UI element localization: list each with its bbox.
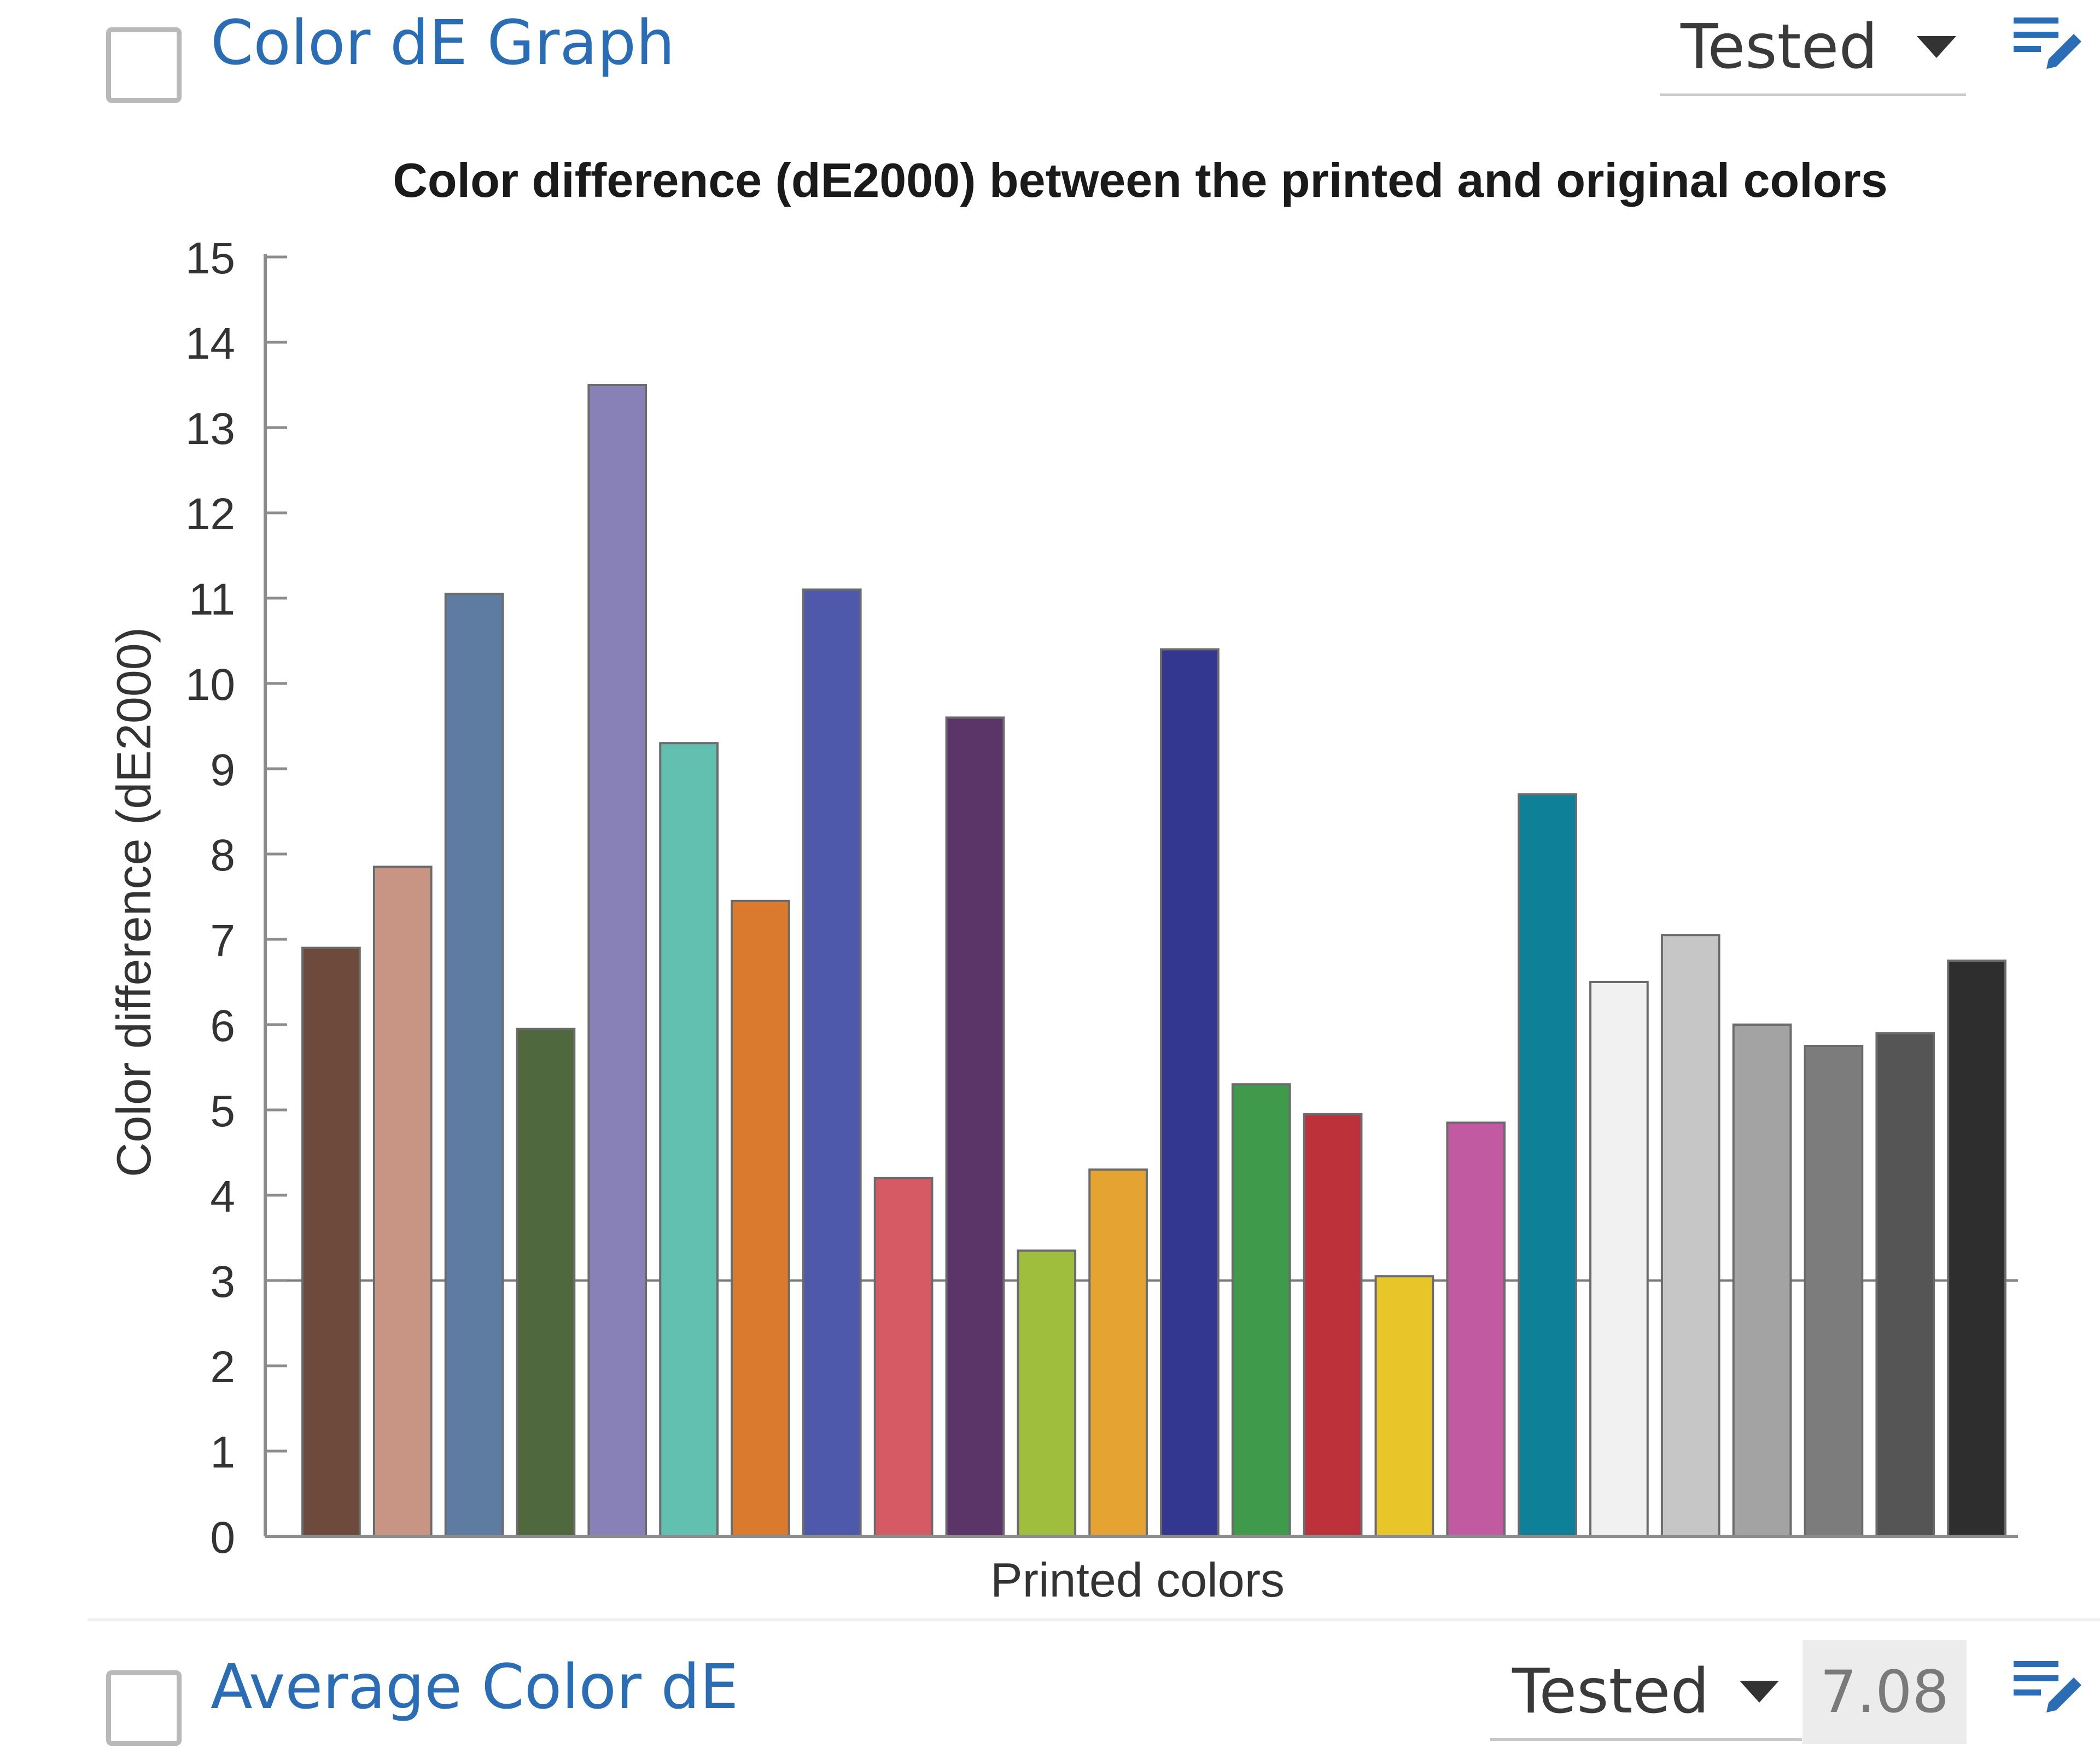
average-color-de-row: Average Color dE Tested 7.08 xyxy=(0,1635,2100,1754)
y-tick-label: 8 xyxy=(210,831,235,880)
y-tick-label: 14 xyxy=(185,319,235,369)
bar xyxy=(873,1177,934,1538)
y-tick-label: 5 xyxy=(210,1086,235,1136)
bar xyxy=(372,866,433,1537)
status-select-value: Tested xyxy=(1512,1656,1710,1727)
row-divider xyxy=(88,1618,2100,1621)
y-tick-label: 9 xyxy=(210,745,235,795)
y-tick-label: 3 xyxy=(210,1257,235,1307)
status-select[interactable]: Tested xyxy=(1660,9,1966,96)
edit-list-icon[interactable] xyxy=(2012,1659,2084,1719)
bar xyxy=(945,716,1005,1537)
average-value-box: 7.08 xyxy=(1802,1640,1967,1744)
edit-list-icon[interactable] xyxy=(2012,15,2084,75)
y-tick-label: 13 xyxy=(185,404,235,454)
y-axis-label: Color difference (dE2000) xyxy=(107,627,161,1177)
y-tick-label: 12 xyxy=(185,489,235,539)
color-de-graph-row: Color dE Graph Tested xyxy=(0,0,2100,120)
y-tick-label: 2 xyxy=(210,1342,235,1392)
caret-down-icon xyxy=(1917,36,1956,58)
bar xyxy=(1160,648,1220,1537)
checkbox-icon[interactable] xyxy=(106,27,182,103)
y-tick-label: 4 xyxy=(210,1172,235,1221)
color-difference-chart: Color difference (dE2000) between the pr… xyxy=(107,153,2018,1607)
bar xyxy=(1088,1168,1148,1537)
bar xyxy=(1875,1032,1935,1537)
x-axis-label: Printed colors xyxy=(990,1553,1285,1607)
caret-down-icon xyxy=(1740,1681,1779,1703)
status-select[interactable]: Tested xyxy=(1490,1653,1802,1741)
y-tick-label: 1 xyxy=(210,1428,235,1477)
checkbox-icon[interactable] xyxy=(106,1670,182,1746)
bar xyxy=(1231,1083,1291,1537)
bar xyxy=(444,593,504,1538)
chart-title: Color difference (dE2000) between the pr… xyxy=(393,153,1887,207)
bar xyxy=(1589,981,1649,1537)
y-tick-label: 10 xyxy=(185,660,235,710)
row-title-average-color-de[interactable]: Average Color dE xyxy=(211,1652,739,1723)
status-select-value: Tested xyxy=(1681,11,1878,83)
y-tick-label: 0 xyxy=(210,1513,235,1563)
bar xyxy=(802,588,862,1537)
bar xyxy=(1518,793,1577,1537)
bar xyxy=(1947,960,2006,1537)
bar xyxy=(731,899,790,1537)
bar xyxy=(1732,1024,1792,1537)
bar xyxy=(1804,1045,1864,1537)
y-tick-label: 6 xyxy=(210,1001,235,1051)
bar xyxy=(1374,1275,1434,1537)
bar xyxy=(1017,1249,1077,1537)
row-title-color-de-graph[interactable]: Color dE Graph xyxy=(211,8,675,79)
y-tick-label: 11 xyxy=(189,575,235,624)
bar xyxy=(301,946,361,1537)
y-tick-label: 7 xyxy=(210,916,235,966)
bar xyxy=(659,742,719,1537)
bar xyxy=(1303,1113,1363,1538)
bar xyxy=(1660,934,1720,1537)
y-tick-label: 15 xyxy=(185,233,235,283)
bar xyxy=(587,384,648,1537)
bar xyxy=(516,1027,576,1538)
bar xyxy=(1446,1121,1506,1537)
